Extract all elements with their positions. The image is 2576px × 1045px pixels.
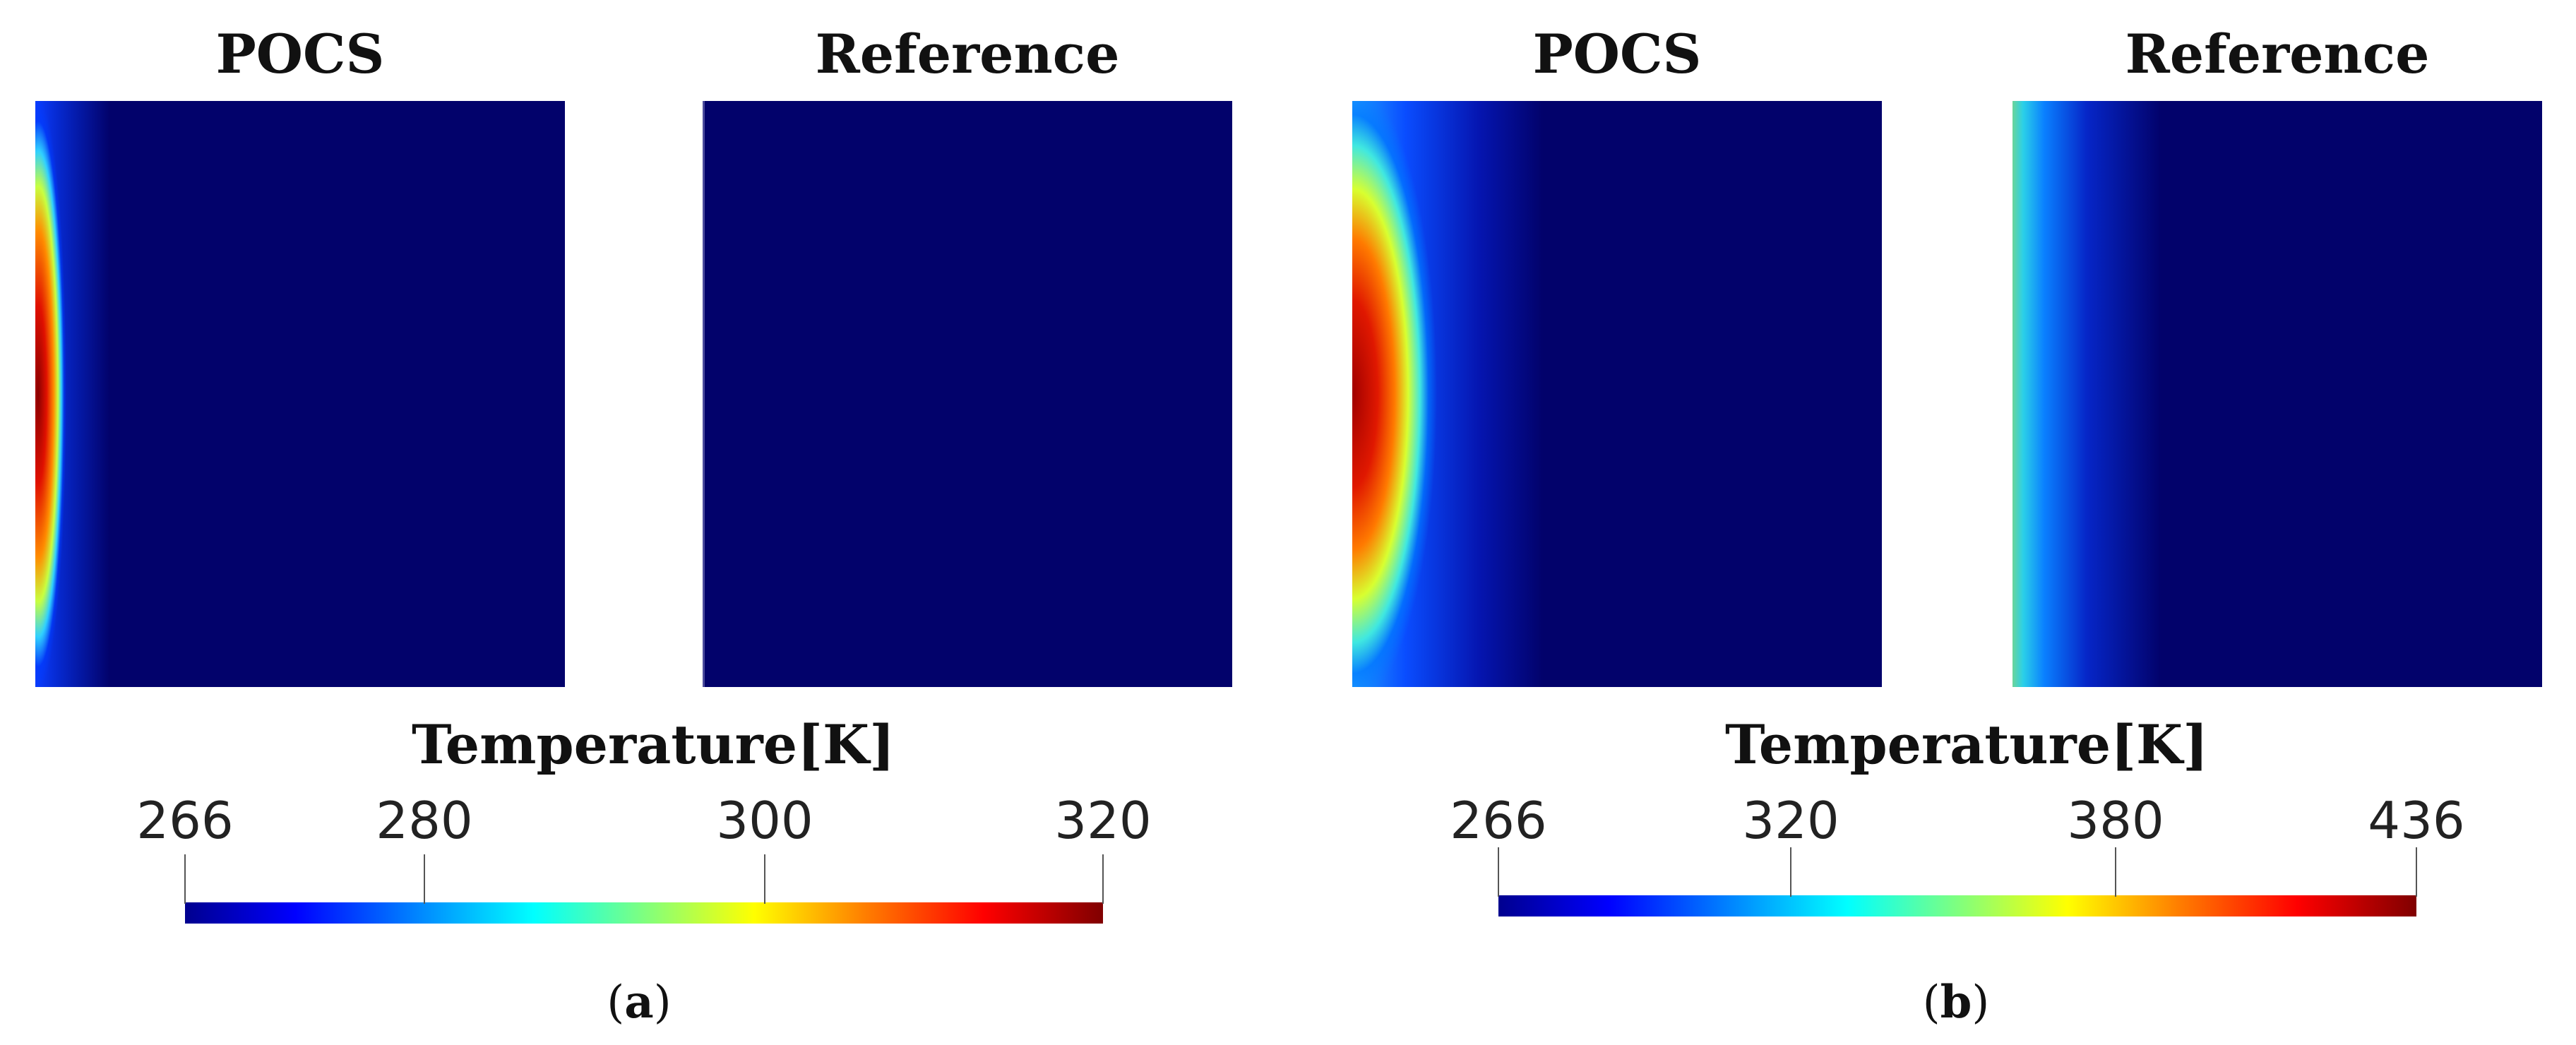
panel-a-reference-field	[703, 101, 1232, 687]
panel-b-caption: (b)	[1922, 976, 1990, 1029]
panel-a-tick-label: 266	[136, 791, 234, 850]
panel-a-pocs-field	[35, 101, 565, 687]
panel-a-pocs-title: POCS	[215, 23, 385, 85]
panel-b-reference-field	[2012, 101, 2542, 687]
panel-b-colorbar-gradient	[1498, 895, 2416, 916]
panel-a-colorbar-gradient	[185, 902, 1103, 924]
panel-b-tick-label: 436	[2368, 791, 2465, 850]
panel-a-tick-mark	[764, 854, 765, 904]
panel-b-tick-label: 266	[1450, 791, 1547, 850]
panel-b-tick-label: 320	[1742, 791, 1839, 850]
panel-b-tick-mark	[1790, 847, 1791, 897]
panel-a-tick-mark	[424, 854, 425, 904]
panel-b-pocs-title: POCS	[1532, 23, 1702, 85]
panel-a-tick-label: 280	[376, 791, 473, 850]
panel-b-pocs-field	[1352, 101, 1882, 687]
panel-b-reference-title: Reference	[2125, 23, 2430, 85]
panel-b-colorbar-title: Temperature[K]	[1724, 713, 2209, 776]
panel-a-colorbar-title: Temperature[K]	[411, 713, 895, 776]
panel-a-tick-mark	[1102, 854, 1104, 904]
panel-b-tick-label: 380	[2067, 791, 2164, 850]
panel-b-tick-mark	[2416, 847, 2417, 897]
panel-a-tick-label: 300	[716, 791, 813, 850]
panel-a-reference-title: Reference	[815, 23, 1120, 85]
panel-b-tick-mark	[2115, 847, 2116, 897]
panel-b-caption-letter: b	[1940, 976, 1972, 1029]
panel-b-tick-mark	[1498, 847, 1499, 897]
panel-a-tick-label: 320	[1054, 791, 1152, 850]
panel-a-caption-letter: a	[624, 976, 654, 1029]
panel-a-tick-mark	[184, 854, 186, 904]
panel-a-caption: (a)	[607, 976, 672, 1029]
